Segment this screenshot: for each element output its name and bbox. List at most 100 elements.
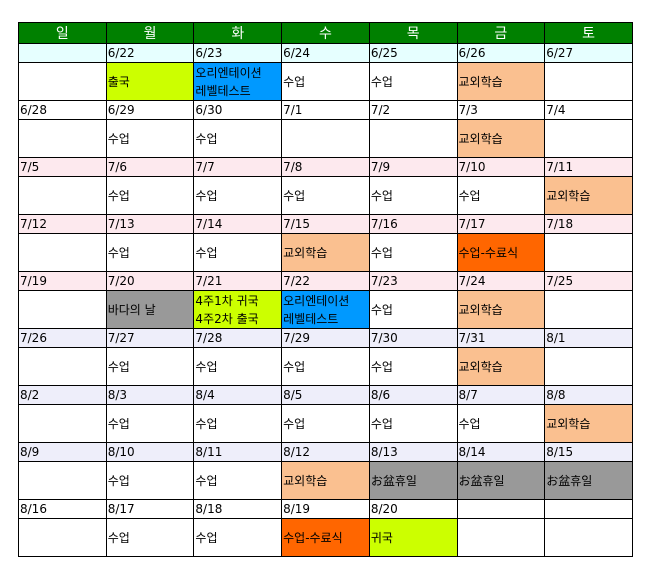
event-cell: 수업 xyxy=(193,518,283,557)
event-cell: お盆휴일 xyxy=(368,461,458,500)
event-cell xyxy=(544,347,633,386)
event-text: 수업 xyxy=(107,530,130,545)
event-text: 수업 xyxy=(195,359,218,374)
date-cell: 6/29 xyxy=(105,100,195,120)
date-cell: 7/13 xyxy=(105,214,195,234)
event-cell xyxy=(18,176,107,215)
event-cell xyxy=(18,62,107,101)
event-cell: 수업 xyxy=(193,176,283,215)
date-cell: 7/24 xyxy=(456,271,546,291)
day-header: 금 xyxy=(456,22,546,44)
date-row: 7/12 7/13 7/14 7/15 7/16 7/17 7/18 xyxy=(18,214,633,234)
event-text: お盆휴일 xyxy=(458,473,505,488)
event-cell xyxy=(18,518,107,557)
event-text: 수업 xyxy=(107,416,130,431)
date-row: 6/22 6/23 6/24 6/25 6/26 6/27 xyxy=(18,43,633,63)
event-cell: 수업 xyxy=(368,347,458,386)
date-cell: 7/28 xyxy=(193,328,283,348)
date-cell: 6/27 xyxy=(544,43,633,63)
event-cell: 수업 xyxy=(368,233,458,272)
date-cell: 6/23 xyxy=(193,43,283,63)
event-cell: 교외학습 xyxy=(456,119,546,158)
event-cell: 수업-수료식 xyxy=(281,518,370,557)
event-text: 수업 xyxy=(283,188,306,203)
event-cell: 교외학습 xyxy=(456,62,546,101)
event-text: 수업 xyxy=(458,416,481,431)
date-cell: 8/5 xyxy=(281,385,370,405)
day-header: 일 xyxy=(18,22,107,44)
day-header: 월 xyxy=(105,22,195,44)
date-cell xyxy=(18,43,107,63)
date-cell: 7/19 xyxy=(18,271,107,291)
event-text: 교외학습 xyxy=(458,359,503,374)
event-cell xyxy=(544,290,633,329)
event-row: 수업 수업 수업 수업 교외학습 xyxy=(18,347,633,386)
event-cell xyxy=(368,119,458,158)
day-header: 화 xyxy=(193,22,283,44)
date-cell: 8/12 xyxy=(281,442,370,462)
date-cell: 7/9 xyxy=(368,157,458,177)
event-text: お盆휴일 xyxy=(546,473,593,488)
day-header: 토 xyxy=(544,22,633,44)
date-cell: 7/16 xyxy=(368,214,458,234)
date-cell: 7/25 xyxy=(544,271,633,291)
date-cell: 6/22 xyxy=(105,43,195,63)
date-cell: 6/26 xyxy=(456,43,546,63)
event-cell: 수업 xyxy=(105,119,195,158)
date-cell: 8/1 xyxy=(544,328,633,348)
event-text: 오리엔테이션 xyxy=(283,293,350,308)
date-cell: 7/26 xyxy=(18,328,107,348)
date-cell: 7/18 xyxy=(544,214,633,234)
date-cell: 7/11 xyxy=(544,157,633,177)
event-cell: 오리엔테이션 레벨테스트 xyxy=(193,62,283,101)
date-row: 7/26 7/27 7/28 7/29 7/30 7/31 8/1 xyxy=(18,328,633,348)
date-cell: 7/29 xyxy=(281,328,370,348)
event-cell: 수업 xyxy=(368,62,458,101)
date-cell: 8/3 xyxy=(105,385,195,405)
event-cell: 수업 xyxy=(105,176,195,215)
event-cell xyxy=(544,233,633,272)
event-cell: 수업 xyxy=(368,290,458,329)
event-cell: お盆휴일 xyxy=(544,461,633,500)
event-cell: 수업 xyxy=(281,347,370,386)
event-cell: 수업 xyxy=(193,461,283,500)
event-text: 수업 xyxy=(370,74,393,89)
event-cell: 수업 xyxy=(281,176,370,215)
event-text: 수업 xyxy=(107,188,130,203)
event-row: 수업 수업 교외학습 お盆휴일 お盆휴일 お盆휴일 xyxy=(18,461,633,500)
event-text: 레벨테스트 xyxy=(283,311,339,326)
event-cell xyxy=(544,518,633,557)
date-cell: 8/2 xyxy=(18,385,107,405)
event-text: 바다의 날 xyxy=(107,302,156,317)
event-text: 수업 xyxy=(458,188,481,203)
event-text: 수업 xyxy=(370,416,393,431)
date-cell: 6/25 xyxy=(368,43,458,63)
date-cell: 7/7 xyxy=(193,157,283,177)
event-cell xyxy=(281,119,370,158)
date-row: 8/16 8/17 8/18 8/19 8/20 xyxy=(18,499,633,519)
date-row: 7/5 7/6 7/7 7/8 7/9 7/10 7/11 xyxy=(18,157,633,177)
event-text: 교외학습 xyxy=(546,416,591,431)
event-text: 수업 xyxy=(195,473,218,488)
event-text: 출국 xyxy=(107,74,130,89)
event-text: 수업-수료식 xyxy=(458,245,519,260)
event-text: 교외학습 xyxy=(458,131,503,146)
event-cell: お盆휴일 xyxy=(456,461,546,500)
day-header: 목 xyxy=(368,22,458,44)
date-cell: 7/8 xyxy=(281,157,370,177)
event-cell xyxy=(18,290,107,329)
date-cell: 6/30 xyxy=(193,100,283,120)
date-cell: 7/3 xyxy=(456,100,546,120)
date-cell: 6/24 xyxy=(281,43,370,63)
event-row: 수업 수업 수업-수료식 귀국 xyxy=(18,518,633,557)
event-cell: 교외학습 xyxy=(456,347,546,386)
date-cell: 7/4 xyxy=(544,100,633,120)
date-cell: 7/12 xyxy=(18,214,107,234)
event-text: 오리엔테이션 xyxy=(195,65,262,80)
date-cell: 7/23 xyxy=(368,271,458,291)
event-text: 수업 xyxy=(195,530,218,545)
event-text: 교외학습 xyxy=(458,302,503,317)
